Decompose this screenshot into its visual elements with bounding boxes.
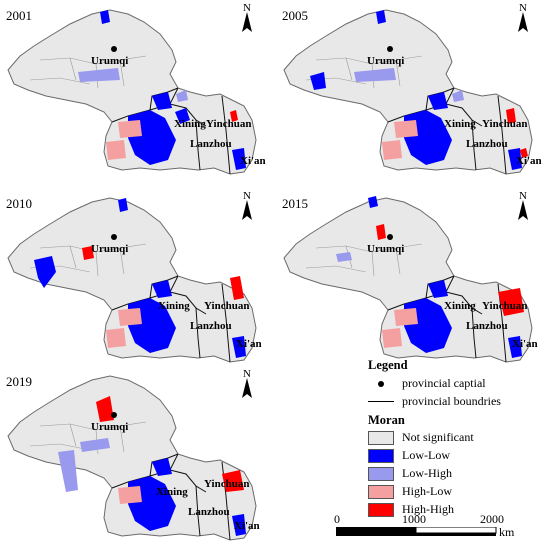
legend-moran-title: Moran — [368, 413, 405, 427]
scale-unit: km — [499, 525, 515, 539]
city-label-xining: Xining — [174, 118, 206, 130]
city-label-urumqi: Urumqi — [367, 243, 405, 255]
scale-tick-0: 0 — [334, 512, 340, 526]
high-low-cluster — [106, 140, 126, 160]
city-label-xian: Xi'an — [516, 155, 542, 167]
panel-year-label: 2010 — [6, 196, 32, 211]
legend-capital-label: provincial captial — [402, 376, 486, 390]
map-legend: Legend provincial captial provincial bou… — [368, 358, 543, 517]
city-label-xining: Xining — [158, 300, 190, 312]
legend-class-label: Not significant — [402, 430, 474, 444]
map-panel-2001: 2001 Urumqi Xining Yinchuan Lanzhou Xi'a… — [0, 0, 270, 180]
low-low-cluster — [100, 10, 110, 24]
legend-class-row: Low-High — [368, 466, 452, 481]
panel-year-label: 2019 — [6, 374, 32, 389]
city-label-xian: Xi'an — [240, 155, 266, 167]
region-map — [283, 196, 533, 363]
region-map — [7, 197, 257, 363]
panel-year-label: 2005 — [282, 8, 308, 23]
capital-dot — [111, 46, 117, 52]
city-label-xining: Xining — [156, 486, 188, 498]
high-low-cluster — [118, 120, 142, 138]
city-label-yinchuan: Yinchuan — [482, 118, 528, 130]
scale-bar: 0 1000 2000 km — [334, 512, 534, 544]
city-label-xian: Xi'an — [234, 520, 260, 532]
legend-title: Legend — [368, 358, 408, 372]
legend-capital-row: provincial captial — [368, 376, 486, 391]
low-high-cluster — [78, 68, 120, 82]
north-arrow-icon: N — [238, 368, 256, 402]
city-label-lanzhou: Lanzhou — [466, 320, 508, 332]
city-label-yinchuan: Yinchuan — [204, 300, 250, 312]
legend-boundary-row: provincial boundries — [368, 394, 501, 409]
legend-class-row: High-High — [368, 502, 454, 517]
city-label-xian: Xi'an — [236, 338, 262, 350]
legend-class-row: High-Low — [368, 484, 452, 499]
city-label-xian: Xi'an — [512, 338, 538, 350]
city-label-urumqi: Urumqi — [91, 55, 129, 67]
capital-dot — [387, 234, 393, 240]
legend-swatch — [368, 502, 394, 517]
capital-dot — [387, 46, 393, 52]
north-arrow-icon: N — [514, 2, 532, 36]
legend-class-label: High-High — [402, 502, 454, 516]
map-panel-2005: 2005 Urumqi Xining Yinchuan Lanzhou Xi'a… — [276, 0, 546, 180]
legend-class-label: High-Low — [402, 484, 452, 498]
capital-dot-icon — [368, 376, 394, 391]
scale-tick-1000: 1000 — [402, 512, 426, 526]
region-map — [283, 9, 533, 175]
city-label-xining: Xining — [444, 300, 476, 312]
city-label-yinchuan: Yinchuan — [204, 478, 250, 490]
city-label-yinchuan: Yinchuan — [206, 118, 252, 130]
map-panel-2019: 2019 Urumqi Xining Yinchuan Lanzhou Xi'a… — [0, 366, 270, 546]
north-arrow-icon: N — [238, 190, 256, 224]
legend-swatch — [368, 430, 394, 445]
capital-dot — [111, 234, 117, 240]
panel-year-label: 2001 — [6, 8, 32, 23]
city-label-xining: Xining — [444, 118, 476, 130]
legend-class-row: Not significant — [368, 430, 474, 445]
legend-swatch — [368, 448, 394, 463]
legend-swatch — [368, 484, 394, 499]
city-label-lanzhou: Lanzhou — [190, 320, 232, 332]
map-panel-2010: 2010 Urumqi Xining Yinchuan Lanzhou Xi'a… — [0, 188, 270, 368]
region-map — [7, 375, 257, 541]
low-high-cluster — [176, 90, 188, 102]
city-label-lanzhou: Lanzhou — [190, 138, 232, 150]
legend-swatch — [368, 466, 394, 481]
legend-class-row: Low-Low — [368, 448, 450, 463]
scale-tick-2000: 2000 — [480, 512, 504, 526]
high-high-cluster — [230, 110, 238, 122]
city-label-urumqi: Urumqi — [91, 243, 129, 255]
capital-dot — [111, 412, 117, 418]
legend-class-label: Low-High — [402, 466, 452, 480]
city-label-lanzhou: Lanzhou — [188, 506, 230, 518]
region-map — [7, 9, 257, 175]
boundary-line-icon — [368, 401, 394, 402]
low-low-cluster — [152, 92, 172, 110]
panel-year-label: 2015 — [282, 196, 308, 211]
low-low-cluster — [232, 148, 246, 170]
city-label-urumqi: Urumqi — [91, 421, 129, 433]
city-label-lanzhou: Lanzhou — [466, 138, 508, 150]
city-label-urumqi: Urumqi — [367, 55, 405, 67]
north-arrow-icon: N — [238, 2, 256, 36]
scale-bar-graphic — [336, 527, 497, 536]
legend-boundary-label: provincial boundries — [402, 394, 501, 408]
legend-class-label: Low-Low — [402, 448, 450, 462]
low-low-cluster — [175, 108, 190, 124]
city-label-yinchuan: Yinchuan — [482, 300, 528, 312]
north-arrow-icon: N — [514, 190, 532, 224]
map-panel-2015: 2015 Urumqi Xining Yinchuan Lanzhou Xi'a… — [276, 188, 546, 368]
